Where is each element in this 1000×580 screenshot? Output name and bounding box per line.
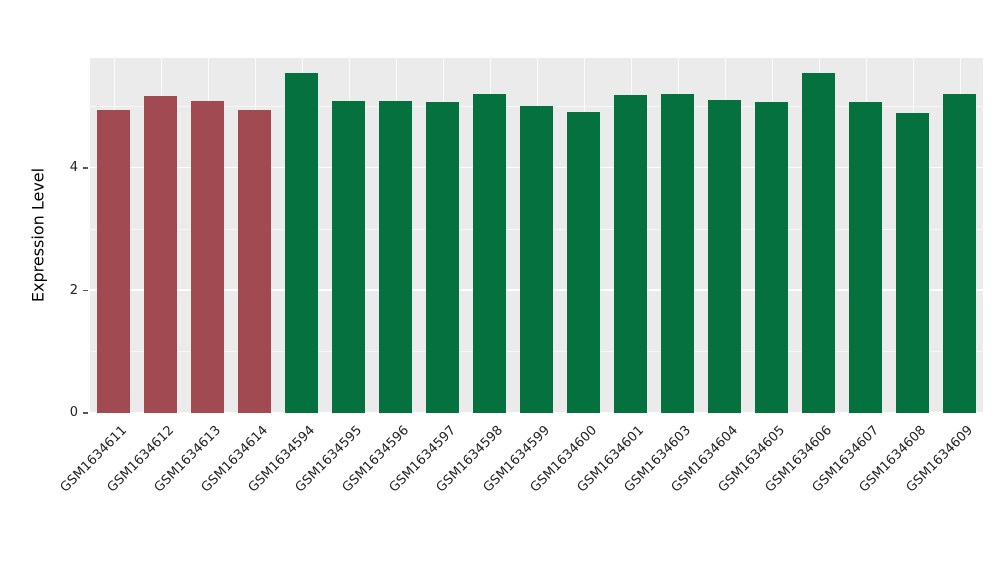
bar-GSM1634598 <box>473 93 506 413</box>
bar-GSM1634611 <box>97 110 130 413</box>
bar-GSM1634608 <box>896 113 929 413</box>
y-tick-mark <box>83 289 88 292</box>
plot-panel <box>90 58 983 413</box>
y-tick-label: 0 <box>69 405 78 420</box>
y-tick-mark <box>83 412 88 414</box>
bar-GSM1634601 <box>614 94 647 413</box>
bar-GSM1634605 <box>755 102 788 413</box>
y-tick-mark <box>83 167 88 169</box>
bar-GSM1634599 <box>520 105 553 413</box>
bar-GSM1634606 <box>802 73 835 413</box>
bar-GSM1634604 <box>708 99 741 413</box>
bar-GSM1634614 <box>238 110 271 413</box>
bar-GSM1634609 <box>943 93 976 413</box>
bar-GSM1634596 <box>379 100 412 413</box>
bar-GSM1634613 <box>191 100 224 413</box>
bar-GSM1634600 <box>567 111 600 413</box>
y-tick-label: 2 <box>69 282 78 298</box>
bar-GSM1634595 <box>332 100 365 413</box>
bar-GSM1634607 <box>849 102 882 413</box>
bar-GSM1634603 <box>661 93 694 413</box>
bar-GSM1634594 <box>285 73 318 413</box>
y-tick-label: 4 <box>69 160 78 176</box>
bar-GSM1634597 <box>426 102 459 413</box>
bar-GSM1634612 <box>144 95 177 413</box>
